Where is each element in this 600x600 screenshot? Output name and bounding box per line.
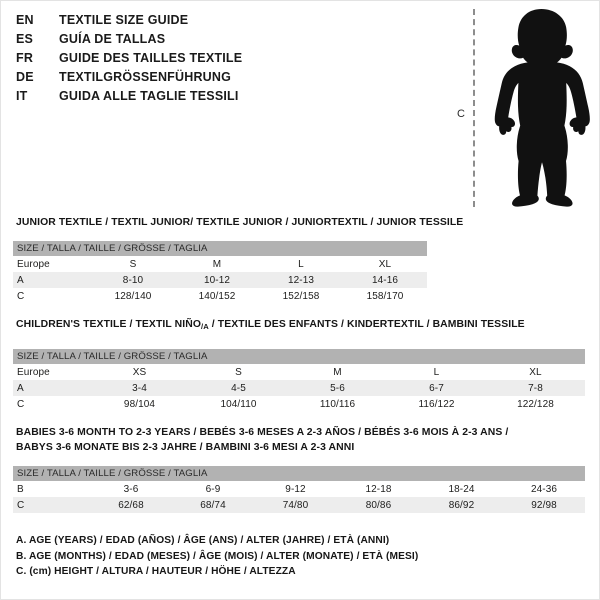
table-cell: 116/122: [387, 396, 486, 412]
column-header: S: [91, 256, 175, 272]
table-cell: 62/68: [90, 497, 172, 513]
legend-line-b: B. AGE (MONTHS) / EDAD (MESES) / ÂGE (MO…: [16, 550, 419, 562]
table-cell: 68/74: [172, 497, 254, 513]
dashed-measure-line: [473, 9, 475, 207]
table-cell: 122/128: [486, 396, 585, 412]
section-title-children-part2: / TEXTILE DES ENFANTS / KINDERTEXTIL / B…: [208, 319, 525, 330]
section-title-children-part1: CHILDREN'S TEXTILE / TEXTIL NIÑO: [16, 319, 202, 330]
table-row: C 62/68 68/74 74/80 80/86 86/92 92/98: [13, 497, 586, 513]
table-header-row: Europe S M L XL: [13, 256, 427, 272]
children-size-table: SIZE / TALLA / TAILLE / GRÖSSE / TAGLIA …: [13, 349, 585, 412]
language-title-block: EN TEXTILE SIZE GUIDE ES GUÍA DE TALLAS …: [16, 13, 436, 108]
section-title-children-subscript: /A: [201, 322, 209, 331]
language-code: FR: [16, 51, 34, 65]
section-title-babies-line1: BABIES 3-6 MONTH TO 2-3 YEARS / BEBÉS 3-…: [16, 427, 509, 438]
row-label: C: [13, 497, 90, 513]
table-row: C 98/104 104/110 110/116 116/122 122/128: [13, 396, 585, 412]
language-title: GUIDE DES TAILLES TEXTILE: [59, 51, 243, 65]
language-title: TEXTILE SIZE GUIDE: [59, 13, 189, 27]
babies-size-table: SIZE / TALLA / TAILLE / GRÖSSE / TAGLIA …: [13, 466, 586, 513]
language-row: IT GUIDA ALLE TAGLIE TESSILI: [16, 89, 436, 108]
table-cell: 140/152: [175, 288, 259, 304]
column-header: XS: [90, 364, 189, 380]
table-cell: 98/104: [90, 396, 189, 412]
table-band-row: SIZE / TALLA / TAILLE / GRÖSSE / TAGLIA: [13, 349, 585, 364]
column-header: Europe: [13, 256, 91, 272]
table-cell: 152/158: [259, 288, 343, 304]
table-row: A 8-10 10-12 12-13 14-16: [13, 272, 427, 288]
table-cell: 128/140: [91, 288, 175, 304]
table-cell: 74/80: [254, 497, 337, 513]
table-header-row: Europe XS S M L XL: [13, 364, 585, 380]
table-cell: 110/116: [288, 396, 387, 412]
language-row: ES GUÍA DE TALLAS: [16, 32, 436, 51]
row-label: A: [13, 380, 90, 396]
table-cell: 6-7: [387, 380, 486, 396]
measure-label-c: C: [457, 108, 465, 120]
section-title-babies-line2: BABYS 3-6 MONATE BIS 2-3 JAHRE / BAMBINI…: [16, 441, 355, 453]
table-cell: 7-8: [486, 380, 585, 396]
section-title-junior: JUNIOR TEXTILE / TEXTIL JUNIOR/ TEXTILE …: [16, 217, 464, 228]
language-row: EN TEXTILE SIZE GUIDE: [16, 13, 436, 32]
column-header: Europe: [13, 364, 90, 380]
language-title: GUIDA ALLE TAGLIE TESSILI: [59, 89, 239, 103]
table-row: B 3-6 6-9 9-12 12-18 18-24 24-36: [13, 481, 586, 497]
language-title: TEXTILGRÖSSENFÜHRUNG: [59, 70, 232, 84]
table-cell: 5-6: [288, 380, 387, 396]
language-title: GUÍA DE TALLAS: [59, 32, 166, 46]
table-cell: 158/170: [343, 288, 427, 304]
table-row: A 3-4 4-5 5-6 6-7 7-8: [13, 380, 585, 396]
row-label: B: [13, 481, 90, 497]
language-code: DE: [16, 70, 34, 84]
language-row: DE TEXTILGRÖSSENFÜHRUNG: [16, 70, 436, 89]
column-header: XL: [343, 256, 427, 272]
table-cell: 12-18: [337, 481, 420, 497]
table-band-row: SIZE / TALLA / TAILLE / GRÖSSE / TAGLIA: [13, 466, 586, 481]
row-label: C: [13, 288, 91, 304]
band-label: SIZE / TALLA / TAILLE / GRÖSSE / TAGLIA: [13, 349, 585, 364]
band-label: SIZE / TALLA / TAILLE / GRÖSSE / TAGLIA: [13, 466, 586, 481]
table-cell: 4-5: [189, 380, 288, 396]
column-header: M: [175, 256, 259, 272]
table-cell: 86/92: [420, 497, 503, 513]
table-row: C 128/140 140/152 152/158 158/170: [13, 288, 427, 304]
table-cell: 9-12: [254, 481, 337, 497]
language-code: EN: [16, 13, 34, 27]
language-row: FR GUIDE DES TAILLES TEXTILE: [16, 51, 436, 70]
language-code: ES: [16, 32, 34, 46]
height-measure-figure: C: [441, 5, 599, 210]
table-cell: 14-16: [343, 272, 427, 288]
table-cell: 92/98: [503, 497, 586, 513]
legend-line-a: A. AGE (YEARS) / EDAD (AÑOS) / ÂGE (ANS)…: [16, 535, 390, 546]
table-cell: 10-12: [175, 272, 259, 288]
table-cell: 18-24: [420, 481, 503, 497]
column-header: L: [387, 364, 486, 380]
column-header: S: [189, 364, 288, 380]
toddler-silhouette-icon: [494, 9, 590, 207]
table-cell: 3-4: [90, 380, 189, 396]
table-cell: 12-13: [259, 272, 343, 288]
table-cell: 104/110: [189, 396, 288, 412]
table-band-row: SIZE / TALLA / TAILLE / GRÖSSE / TAGLIA: [13, 241, 427, 256]
table-cell: 3-6: [90, 481, 172, 497]
row-label: C: [13, 396, 90, 412]
row-label: A: [13, 272, 91, 288]
column-header: XL: [486, 364, 585, 380]
section-title-children: CHILDREN'S TEXTILE / TEXTIL NIÑO/A / TEX…: [16, 318, 525, 335]
table-cell: 80/86: [337, 497, 420, 513]
table-cell: 8-10: [91, 272, 175, 288]
section-title-babies: BABIES 3-6 MONTH TO 2-3 YEARS / BEBÉS 3-…: [16, 426, 508, 455]
language-code: IT: [16, 89, 28, 103]
legend-line-c: C. (cm) HEIGHT / ALTURA / HAUTEUR / HÖHE…: [16, 566, 296, 577]
column-header: L: [259, 256, 343, 272]
legend-block: A. AGE (YEARS) / EDAD (AÑOS) / ÂGE (ANS)…: [16, 533, 486, 580]
junior-size-table: SIZE / TALLA / TAILLE / GRÖSSE / TAGLIA …: [13, 241, 427, 304]
table-cell: 24-36: [503, 481, 586, 497]
band-label: SIZE / TALLA / TAILLE / GRÖSSE / TAGLIA: [13, 241, 427, 256]
table-cell: 6-9: [172, 481, 254, 497]
column-header: M: [288, 364, 387, 380]
